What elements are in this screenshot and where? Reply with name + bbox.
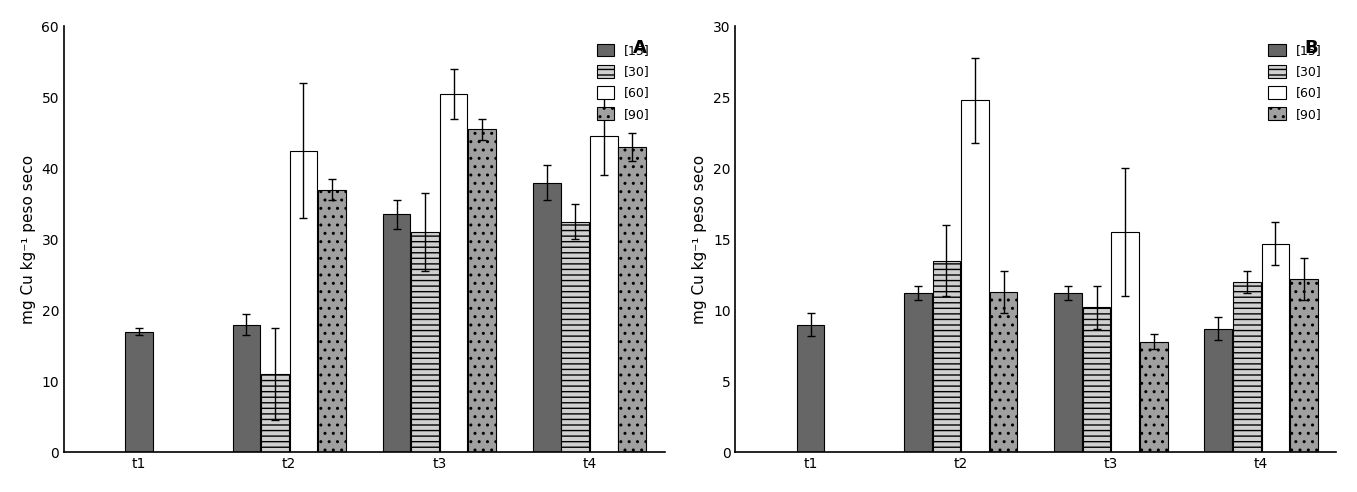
Bar [1140, 341, 1167, 452]
Bar [904, 293, 932, 452]
Bar [562, 221, 589, 452]
Bar [468, 129, 495, 452]
Bar [1205, 329, 1232, 452]
Bar [1234, 282, 1261, 452]
Bar [289, 151, 318, 452]
Bar [1054, 293, 1082, 452]
Bar [961, 100, 989, 452]
Text: B: B [1304, 39, 1318, 57]
Bar [1111, 232, 1139, 452]
Legend: [15], [30], [60], [90]: [15], [30], [60], [90] [1266, 41, 1324, 123]
Bar [932, 261, 961, 452]
Bar [1262, 244, 1289, 452]
Legend: [15], [30], [60], [90]: [15], [30], [60], [90] [594, 41, 653, 123]
Bar [797, 325, 824, 452]
Bar [261, 374, 289, 452]
Y-axis label: mg Cu kg⁻¹ peso seco: mg Cu kg⁻¹ peso seco [692, 155, 707, 324]
Bar [533, 183, 560, 452]
Bar [411, 232, 438, 452]
Bar [440, 94, 467, 452]
Bar [125, 332, 153, 452]
Bar [989, 292, 1018, 452]
Bar [383, 215, 410, 452]
Bar [619, 147, 646, 452]
Y-axis label: mg Cu kg⁻¹ peso seco: mg Cu kg⁻¹ peso seco [20, 155, 35, 324]
Bar [232, 325, 261, 452]
Text: A: A [632, 39, 646, 57]
Bar [1083, 308, 1110, 452]
Bar [318, 189, 346, 452]
Bar [1291, 279, 1318, 452]
Bar [590, 136, 617, 452]
